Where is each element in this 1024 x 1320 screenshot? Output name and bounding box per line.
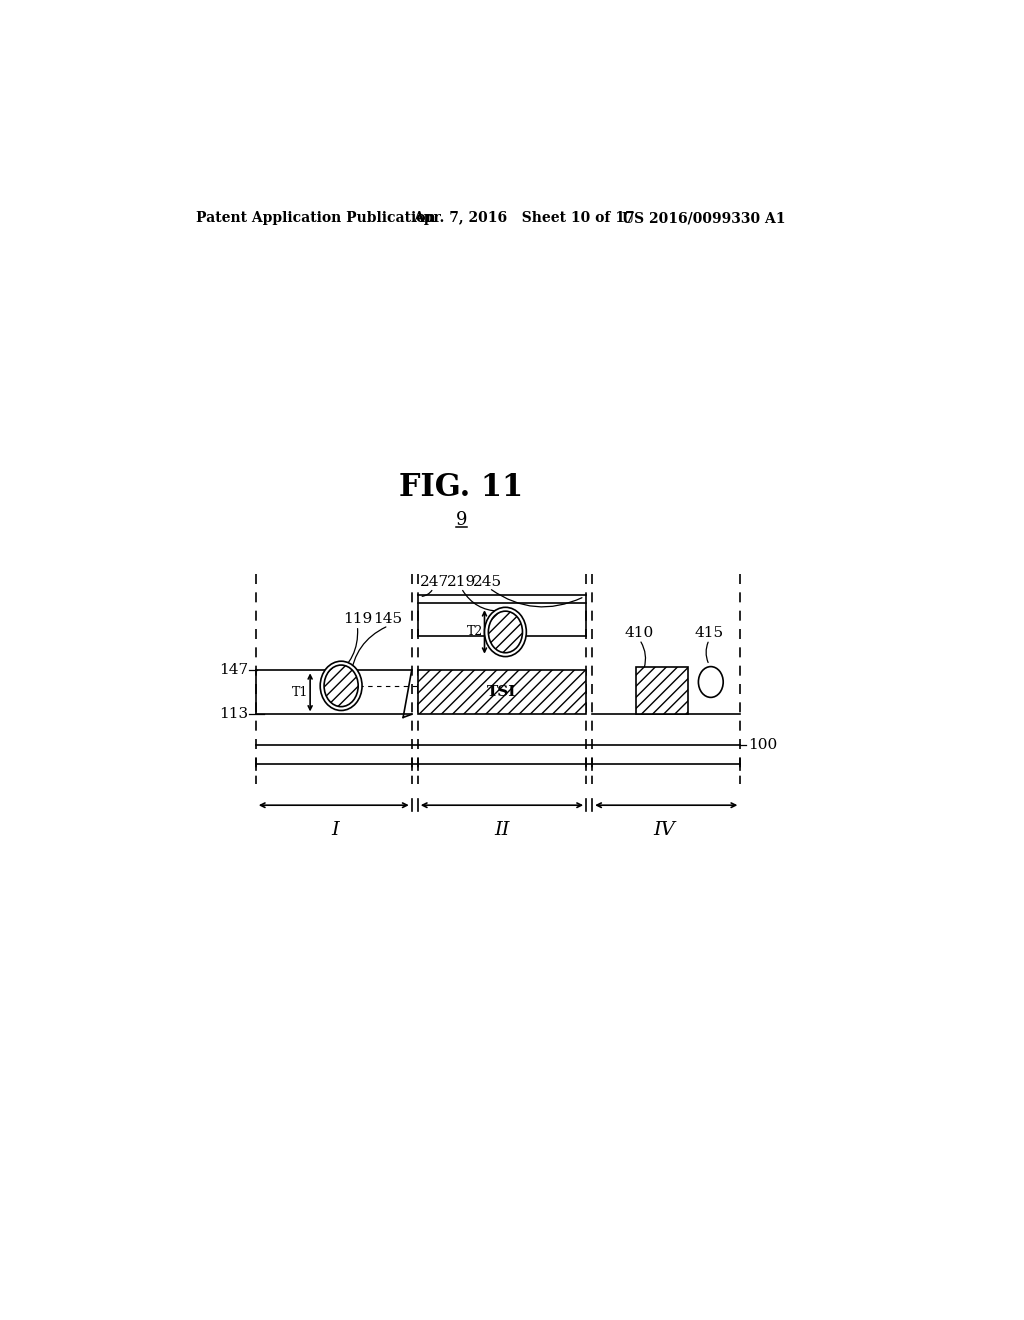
Ellipse shape [698,667,723,697]
Ellipse shape [488,611,522,653]
Text: 415: 415 [694,626,724,640]
Text: 9: 9 [456,511,467,529]
Text: FIG. 11: FIG. 11 [399,473,523,503]
Text: 245: 245 [473,576,502,589]
Ellipse shape [321,661,362,710]
Text: Patent Application Publication: Patent Application Publication [197,211,436,226]
Text: 147: 147 [219,664,248,677]
Text: 145: 145 [373,612,402,626]
Text: 100: 100 [748,738,777,752]
Polygon shape [636,667,687,714]
Ellipse shape [484,607,526,656]
Text: T2: T2 [467,626,483,639]
Text: I: I [332,821,339,838]
Text: T1: T1 [292,685,308,698]
Text: II: II [495,821,510,838]
Text: 219: 219 [446,576,476,589]
Text: 410: 410 [625,626,654,640]
Polygon shape [418,671,586,714]
Text: 247: 247 [420,576,450,589]
Text: 119: 119 [343,612,372,626]
Ellipse shape [324,665,358,706]
Text: Apr. 7, 2016   Sheet 10 of 17: Apr. 7, 2016 Sheet 10 of 17 [414,211,635,226]
Text: US 2016/0099330 A1: US 2016/0099330 A1 [622,211,785,226]
Text: 113: 113 [219,708,248,721]
Text: IV: IV [653,821,676,838]
Text: TSI: TSI [487,685,517,700]
